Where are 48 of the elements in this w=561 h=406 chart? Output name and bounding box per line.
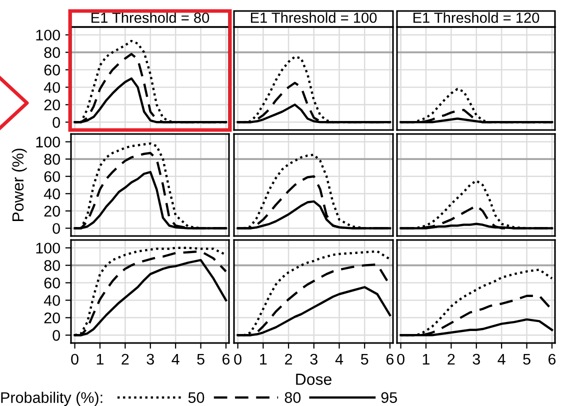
x-tick-label: 2 <box>448 354 455 364</box>
y-tick-label: 100 <box>36 242 60 254</box>
y-tick-label: 40 <box>44 82 60 93</box>
legend-label: 95 <box>381 392 397 403</box>
chart-title: E1 Threshold = 120 <box>413 12 540 23</box>
x-tick-label: 3 <box>310 354 318 365</box>
x-tick-label: 0 <box>397 354 404 365</box>
x-tick-label: 5 <box>523 354 530 365</box>
y-tick-label: 20 <box>44 100 60 110</box>
y-tick-label: 80 <box>44 260 60 271</box>
x-tick-label: 3 <box>146 354 154 365</box>
chart-title: E1 Threshold = 100 <box>250 12 377 23</box>
y-axis-title: Power (%) <box>12 148 27 221</box>
x-tick-label: 1 <box>260 354 267 364</box>
y-tick-label: 0 <box>52 223 60 234</box>
x-tick-label: 4 <box>172 354 180 364</box>
x-tick-label: 6 <box>222 354 230 365</box>
y-tick-label: 80 <box>44 47 60 58</box>
x-tick-label: 2 <box>285 354 292 364</box>
x-tick-label: 3 <box>472 354 480 365</box>
y-tick-label: 0 <box>52 330 60 341</box>
y-tick-label: 100 <box>36 30 60 41</box>
legend-label: 80 <box>284 392 301 403</box>
y-tick-label: 60 <box>44 171 60 182</box>
y-tick-label: 40 <box>44 188 60 200</box>
x-tick-label: 1 <box>96 354 104 364</box>
chart-title: E1 Threshold = 80 <box>92 12 210 23</box>
x-tick-label: 0 <box>234 354 242 365</box>
x-tick-label: 1 <box>422 354 430 364</box>
legend-label: 50 <box>188 392 204 403</box>
legend-title: Probability (%): <box>1 392 102 406</box>
y-tick-label: 20 <box>44 206 60 217</box>
y-tick-label: 80 <box>44 154 60 165</box>
y-tick-label: 40 <box>44 295 60 306</box>
x-tick-label: 6 <box>386 354 394 365</box>
x-tick-label: 5 <box>197 354 204 365</box>
x-tick-label: 6 <box>548 354 556 365</box>
x-tick-label: 0 <box>71 354 78 365</box>
y-tick-label: 60 <box>44 64 60 76</box>
y-tick-label: 60 <box>44 278 60 288</box>
x-tick-label: 2 <box>122 354 129 364</box>
x-tick-label: 4 <box>498 354 506 364</box>
y-tick-label: 100 <box>36 136 60 148</box>
x-tick-label: 5 <box>360 354 368 365</box>
x-axis-title: Dose <box>296 374 332 385</box>
x-tick-label: 4 <box>335 354 344 364</box>
y-tick-label: 0 <box>52 117 60 128</box>
y-tick-label: 20 <box>44 312 60 324</box>
